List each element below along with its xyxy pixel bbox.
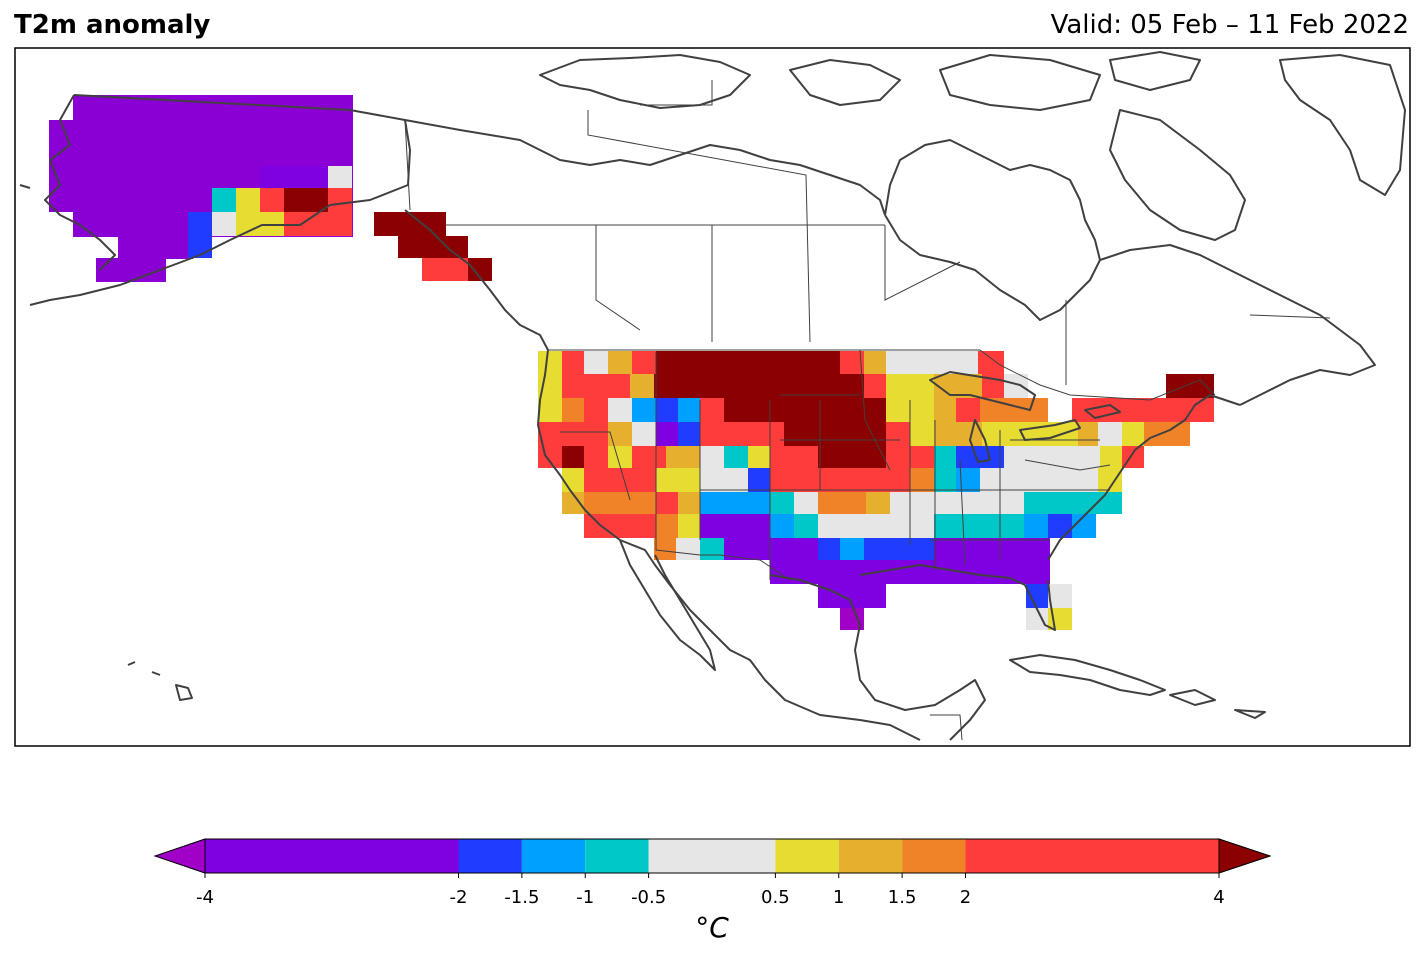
colorbar-tick-label: -2 bbox=[450, 887, 468, 908]
political-borders bbox=[404, 80, 1331, 741]
colorbar-tick-label: -1.5 bbox=[504, 887, 539, 908]
colorbar-segments bbox=[153, 838, 1272, 874]
anomaly-grid bbox=[49, 95, 1214, 630]
map-title: T2m anomaly bbox=[14, 10, 211, 40]
colorbar-tick-label: 1.5 bbox=[888, 887, 917, 908]
colorbar-segment bbox=[775, 839, 839, 873]
colorbar-unit-label: °C bbox=[695, 911, 729, 944]
colorbar-segment bbox=[458, 839, 522, 873]
colorbar-tick-label: 0.5 bbox=[761, 887, 790, 908]
colorbar-segment bbox=[838, 839, 903, 873]
colorbar-segment bbox=[902, 839, 966, 873]
colorbar-tick-label: -0.5 bbox=[631, 887, 666, 908]
colorbar-segment bbox=[205, 839, 459, 873]
valid-date-label: Valid: 05 Feb – 11 Feb 2022 bbox=[1050, 10, 1409, 40]
colorbar-segment bbox=[585, 839, 649, 873]
colorbar-tick-label: -1 bbox=[576, 887, 594, 908]
colorbar-segment bbox=[965, 839, 1219, 873]
colorbar-under-extension bbox=[153, 838, 206, 874]
colorbar-tick-label: -4 bbox=[196, 887, 214, 908]
colorbar-tick-label: 1 bbox=[833, 887, 844, 908]
colorbar-tick-label: 4 bbox=[1213, 887, 1224, 908]
coastlines bbox=[19, 51, 1406, 741]
colorbar-ticks: -4 -2 -1.5 -1 -0.5 0.5 1 1.5 2 4 bbox=[196, 873, 1225, 908]
colorbar-segment bbox=[648, 839, 776, 873]
map-frame bbox=[14, 47, 1411, 747]
colorbar-over-extension bbox=[1218, 838, 1272, 874]
colorbar-segment bbox=[521, 839, 586, 873]
colorbar-tick-label: 2 bbox=[960, 887, 971, 908]
colorbar-frame bbox=[204, 838, 1220, 874]
